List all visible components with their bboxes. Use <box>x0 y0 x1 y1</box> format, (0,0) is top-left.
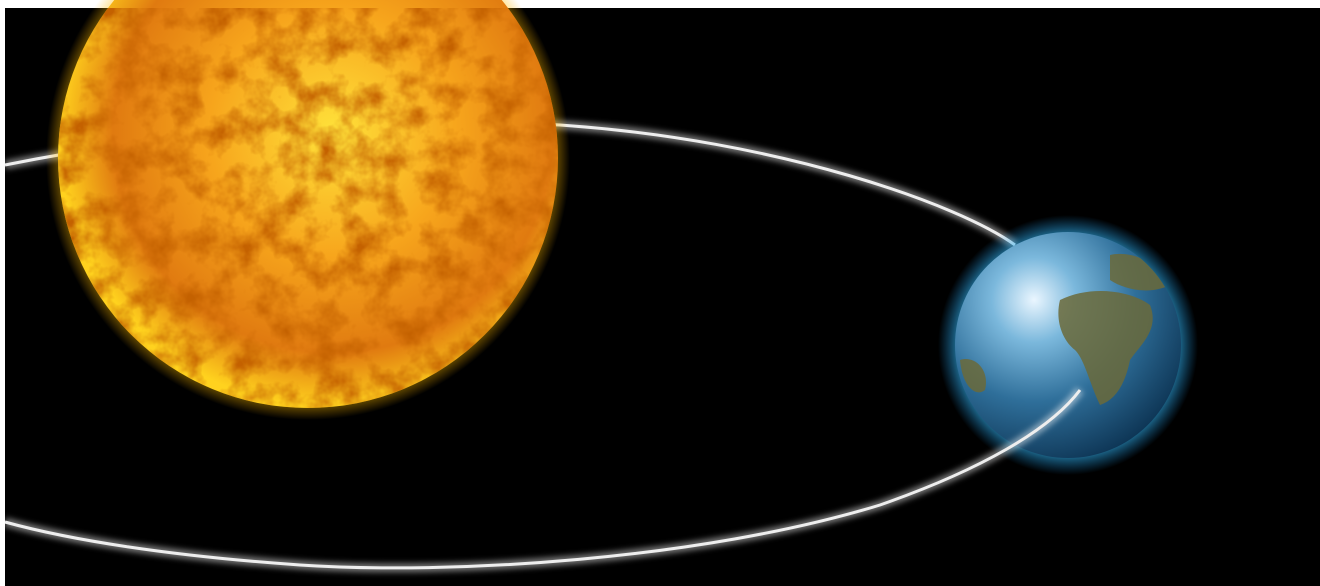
earth <box>938 215 1198 475</box>
sun <box>46 0 570 420</box>
orbit-front <box>3 387 1084 573</box>
